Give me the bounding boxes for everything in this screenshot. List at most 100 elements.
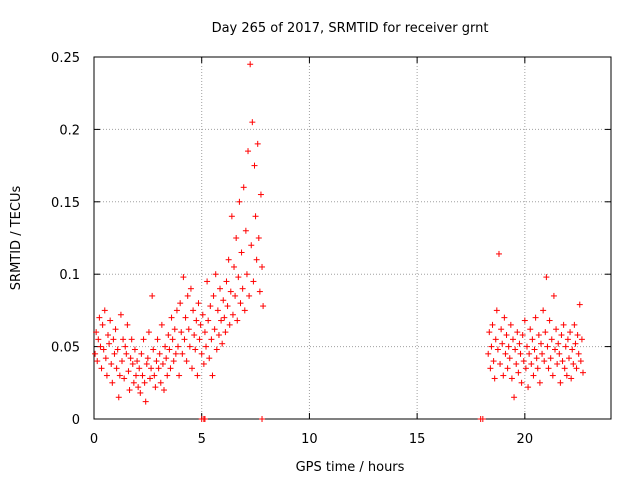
data-point bbox=[100, 346, 107, 353]
data-point bbox=[229, 311, 236, 318]
data-point bbox=[525, 384, 532, 391]
y-tick-label: 0.15 bbox=[51, 196, 80, 211]
data-point bbox=[139, 372, 146, 379]
data-point bbox=[173, 307, 180, 314]
data-point bbox=[551, 346, 558, 353]
data-point bbox=[526, 350, 533, 357]
data-point bbox=[201, 329, 208, 336]
data-point bbox=[501, 314, 508, 321]
data-point bbox=[530, 372, 537, 379]
y-tick-label: 0.05 bbox=[51, 341, 80, 356]
data-point bbox=[512, 346, 519, 353]
data-point bbox=[259, 416, 266, 422]
data-point bbox=[191, 332, 198, 339]
data-point bbox=[498, 326, 505, 333]
data-point bbox=[492, 336, 499, 343]
data-point bbox=[213, 346, 220, 353]
data-point bbox=[502, 350, 509, 357]
data-point bbox=[565, 355, 572, 362]
data-point bbox=[120, 336, 127, 343]
data-point bbox=[158, 321, 165, 328]
data-point bbox=[259, 263, 266, 270]
data-point bbox=[543, 274, 550, 281]
data-point bbox=[549, 372, 556, 379]
data-point bbox=[515, 369, 522, 376]
data-point bbox=[107, 317, 114, 324]
data-point bbox=[207, 303, 214, 310]
data-point bbox=[149, 292, 156, 299]
data-point bbox=[227, 288, 234, 295]
data-point bbox=[491, 375, 498, 382]
data-point bbox=[245, 148, 252, 155]
data-point bbox=[246, 292, 253, 299]
data-point bbox=[576, 301, 583, 308]
data-point bbox=[545, 365, 552, 372]
y-tick-label: 0.2 bbox=[59, 123, 80, 138]
data-point bbox=[140, 336, 147, 343]
data-point bbox=[112, 326, 119, 333]
data-point bbox=[568, 375, 575, 382]
data-point bbox=[195, 300, 202, 307]
data-point bbox=[540, 307, 547, 314]
data-point bbox=[509, 336, 516, 343]
data-point bbox=[122, 343, 129, 350]
data-point bbox=[504, 365, 511, 372]
data-point bbox=[487, 365, 494, 372]
data-point bbox=[240, 184, 247, 191]
data-point bbox=[559, 358, 566, 365]
data-point bbox=[150, 346, 157, 353]
data-point bbox=[154, 336, 161, 343]
data-point bbox=[251, 162, 258, 169]
data-point bbox=[534, 365, 541, 372]
data-point bbox=[194, 372, 201, 379]
data-point bbox=[130, 379, 137, 386]
data-point bbox=[532, 314, 539, 321]
data-point bbox=[490, 358, 497, 365]
data-point bbox=[198, 350, 205, 357]
y-tick-label: 0.25 bbox=[51, 51, 80, 66]
data-point bbox=[178, 329, 185, 336]
data-point bbox=[103, 372, 110, 379]
data-point bbox=[111, 350, 118, 357]
data-point bbox=[93, 329, 100, 336]
data-point bbox=[175, 343, 182, 350]
data-point bbox=[562, 343, 569, 350]
plot-frame bbox=[93, 56, 612, 420]
data-point bbox=[105, 332, 112, 339]
data-point bbox=[535, 332, 542, 339]
data-point bbox=[119, 358, 126, 365]
data-point bbox=[518, 379, 525, 386]
data-point bbox=[155, 365, 162, 372]
data-point bbox=[159, 360, 166, 367]
data-point bbox=[242, 227, 249, 234]
data-point bbox=[550, 292, 557, 299]
data-point bbox=[172, 350, 179, 357]
data-point bbox=[234, 317, 241, 324]
data-point bbox=[215, 332, 222, 339]
data-point bbox=[148, 365, 155, 372]
data-point bbox=[506, 355, 513, 362]
data-point bbox=[167, 365, 174, 372]
data-point bbox=[214, 307, 221, 314]
data-point bbox=[106, 340, 113, 347]
data-point bbox=[223, 278, 230, 285]
grid-lines bbox=[94, 57, 611, 419]
data-point bbox=[222, 329, 229, 336]
data-point bbox=[485, 350, 492, 357]
data-point bbox=[479, 416, 486, 422]
y-axis-label: SRMTID / TECUs bbox=[9, 186, 24, 291]
data-point bbox=[193, 317, 200, 324]
data-point bbox=[115, 394, 122, 401]
data-point bbox=[508, 375, 515, 382]
data-point bbox=[183, 358, 190, 365]
data-point bbox=[236, 198, 243, 205]
data-point bbox=[252, 213, 259, 220]
data-point bbox=[531, 346, 538, 353]
data-point bbox=[218, 317, 225, 324]
data-point bbox=[168, 314, 175, 321]
data-point bbox=[187, 285, 194, 292]
data-point bbox=[247, 61, 254, 68]
data-point bbox=[499, 340, 506, 347]
data-point bbox=[210, 292, 217, 299]
data-point bbox=[241, 307, 248, 314]
